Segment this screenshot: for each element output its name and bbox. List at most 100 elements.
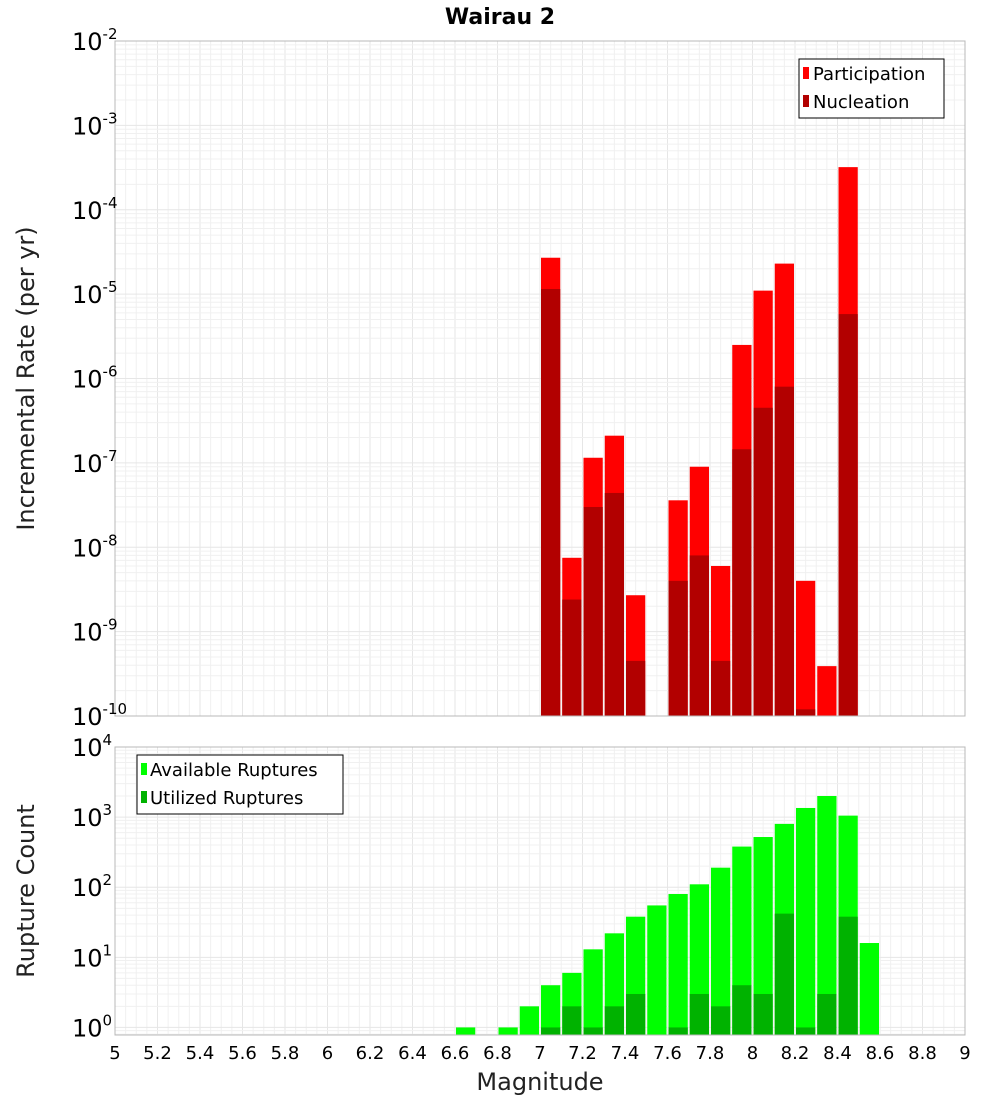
count-bar-available-ruptures (711, 867, 731, 1035)
rate-bar-nucleation (604, 492, 624, 716)
count-bar-utilized-ruptures (817, 993, 837, 1035)
x-tick-label: 8.6 (866, 1043, 895, 1064)
count-y-tick-label: 104 (72, 731, 112, 762)
x-tick-label: 5.8 (271, 1043, 300, 1064)
rate-y-tick-label: 10-4 (72, 194, 118, 225)
count-bar-utilized-ruptures (838, 916, 858, 1035)
count-bar-utilized-ruptures (711, 1006, 731, 1035)
x-tick-label: 5 (109, 1043, 120, 1064)
legend-label-nucleation: Nucleation (813, 92, 909, 113)
x-tick-label: 5.2 (143, 1043, 172, 1064)
rate-bar-nucleation (711, 660, 731, 716)
rate-bar-nucleation (668, 580, 688, 716)
rate-y-tick-label: 10-8 (72, 531, 118, 562)
rate-panel: 10-10 10-9 10-8 10-7 10-6 10-5 10-4 10-3 10-2 In… (12, 25, 966, 731)
count-bar-utilized-ruptures (668, 1027, 688, 1035)
x-tick-label: 7.8 (696, 1043, 725, 1064)
chart-title: Wairau 2 (445, 5, 555, 30)
x-tick-label: 7.2 (568, 1043, 597, 1064)
legend-swatch-available (141, 763, 147, 775)
count-legend: Available Ruptures Utilized Ruptures (136, 754, 344, 815)
count-bar-available-ruptures (753, 837, 773, 1035)
rate-panel-y-ticks: 10-10 10-9 10-8 10-7 10-6 10-5 10-4 10-3 10-2 (72, 25, 127, 731)
rate-bar-nucleation (541, 289, 561, 716)
count-panel: 100 101 102 103 104 5 5.2 5.4 5.6 5.8 6 6.2 6.4 6.6 6… (12, 731, 971, 1096)
rate-panel-bars (541, 167, 858, 716)
count-bar-utilized-ruptures (753, 993, 773, 1035)
rate-bar-nucleation (774, 386, 794, 716)
x-tick-label: 6.8 (483, 1043, 512, 1064)
legend-swatch-nucleation (803, 95, 809, 107)
count-panel-x-ticks: 5 5.2 5.4 5.6 5.8 6 6.2 6.4 6.6 6.8 7 7.2 7.4 7.6 7.8 8… (109, 1043, 970, 1064)
legend-swatch-utilized (141, 791, 147, 803)
rate-panel-grid (114, 41, 966, 717)
rate-y-tick-label: 10-7 (72, 447, 118, 478)
count-bar-available-ruptures (519, 1006, 539, 1035)
count-panel-frame (114, 746, 966, 1036)
count-bar-utilized-ruptures (541, 1027, 561, 1035)
count-bar-available-ruptures (583, 949, 603, 1035)
rate-bar-nucleation (838, 314, 858, 716)
rate-y-tick-label: 10-2 (72, 25, 118, 56)
count-y-tick-label: 103 (72, 801, 112, 832)
count-bar-available-ruptures (796, 807, 816, 1035)
count-bar-available-ruptures (456, 1027, 476, 1035)
x-tick-label: 9 (959, 1043, 970, 1064)
legend-label-available: Available Ruptures (150, 760, 318, 781)
count-y-axis-label: Rupture Count (12, 804, 40, 978)
count-bar-available-ruptures (647, 905, 667, 1035)
count-bar-utilized-ruptures (689, 993, 709, 1035)
count-y-tick-label: 102 (72, 871, 112, 902)
x-tick-label: 7.4 (611, 1043, 640, 1064)
legend-label-utilized: Utilized Ruptures (150, 788, 303, 809)
rate-bar-nucleation (753, 407, 773, 716)
rate-bar-participation (796, 580, 816, 716)
x-tick-label: 7 (534, 1043, 545, 1064)
count-bar-utilized-ruptures (774, 913, 794, 1035)
count-bar-utilized-ruptures (796, 1027, 816, 1035)
count-y-tick-label: 100 (72, 1011, 112, 1042)
x-tick-label: 6.4 (398, 1043, 427, 1064)
x-tick-label: 7.6 (653, 1043, 682, 1064)
count-bar-available-ruptures (541, 985, 561, 1035)
x-axis-label: Magnitude (476, 1068, 603, 1096)
count-bar-utilized-ruptures (604, 1006, 624, 1035)
count-panel-y-ticks: 100 101 102 103 104 (72, 731, 112, 1042)
rate-y-tick-label: 10-3 (72, 109, 118, 140)
rate-bar-nucleation (732, 449, 752, 716)
count-bar-available-ruptures (668, 894, 688, 1035)
count-panel-bars (456, 796, 879, 1035)
rate-legend-box (798, 58, 945, 119)
legend-label-participation: Participation (813, 64, 925, 85)
x-tick-label: 8.4 (823, 1043, 852, 1064)
legend-swatch-participation (803, 67, 809, 79)
count-y-tick-label: 101 (72, 941, 112, 972)
rate-panel-frame (114, 40, 966, 717)
count-bar-available-ruptures (498, 1027, 518, 1035)
x-tick-label: 5.4 (186, 1043, 215, 1064)
count-bar-available-ruptures (859, 943, 879, 1035)
x-tick-label: 6 (322, 1043, 333, 1064)
rate-y-axis-label: Incremental Rate (per yr) (12, 226, 40, 530)
rate-bar-nucleation (583, 506, 603, 716)
rate-bar-nucleation (562, 599, 582, 716)
count-bar-utilized-ruptures (626, 993, 646, 1035)
rate-bar-nucleation (796, 709, 816, 716)
count-bar-utilized-ruptures (583, 1027, 603, 1035)
count-bar-utilized-ruptures (732, 985, 752, 1035)
rate-y-tick-label: 10-10 (72, 700, 127, 731)
rate-bar-nucleation (689, 555, 709, 716)
x-tick-label: 5.6 (228, 1043, 257, 1064)
rate-bar-participation (817, 666, 837, 716)
rate-y-tick-label: 10-9 (72, 616, 118, 647)
rate-y-tick-label: 10-5 (72, 278, 118, 309)
count-bar-available-ruptures (817, 796, 837, 1035)
x-tick-label: 6.6 (441, 1043, 470, 1064)
count-bar-utilized-ruptures (562, 1006, 582, 1035)
rate-y-tick-label: 10-6 (72, 363, 118, 394)
count-legend-box (136, 754, 344, 815)
rate-legend: Participation Nucleation (798, 58, 945, 119)
x-tick-label: 8 (747, 1043, 758, 1064)
rate-bar-nucleation (626, 660, 646, 716)
